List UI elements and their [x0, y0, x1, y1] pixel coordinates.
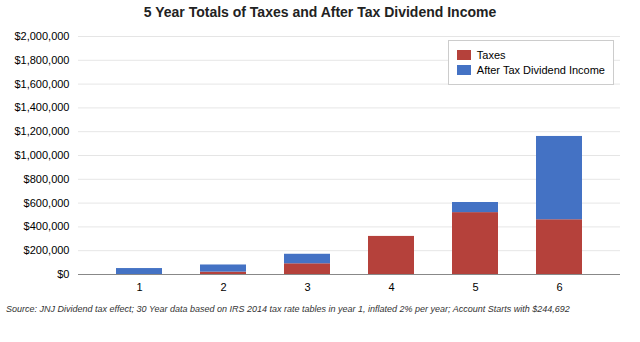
svg-text:2: 2 — [220, 281, 226, 293]
html-text:Taxes: Taxes — [476, 49, 506, 61]
svg-text:$1,600,000: $1,600,000 — [14, 78, 69, 90]
svg-text:4: 4 — [388, 281, 394, 293]
svg-text:$1,000,000: $1,000,000 — [14, 149, 69, 161]
svg-text:1: 1 — [136, 281, 142, 293]
svg-text:6: 6 — [556, 281, 562, 293]
svg-text:$1,800,000: $1,800,000 — [14, 54, 69, 66]
svg-text:3: 3 — [304, 281, 310, 293]
svg-text:$400,000: $400,000 — [24, 220, 70, 232]
html-text:5 Year Totals of Taxes and Aft: 5 Year Totals of Taxes and After Tax Div… — [143, 4, 497, 20]
html-text:Source: JNJ Dividend tax effec: Source: JNJ Dividend tax effect; 30 Year… — [6, 304, 570, 314]
html-text:After Tax Dividend Income: After Tax Dividend Income — [476, 64, 605, 76]
svg-text:5: 5 — [472, 281, 478, 293]
svg-text:$1,400,000: $1,400,000 — [14, 101, 69, 113]
svg-text:$200,000: $200,000 — [24, 244, 70, 256]
svg-text:$0: $0 — [57, 268, 69, 280]
svg-text:$2,000,000: $2,000,000 — [14, 30, 69, 42]
svg-text:$800,000: $800,000 — [24, 173, 70, 185]
svg-text:$1,200,000: $1,200,000 — [14, 125, 69, 137]
svg-text:$600,000: $600,000 — [24, 197, 70, 209]
